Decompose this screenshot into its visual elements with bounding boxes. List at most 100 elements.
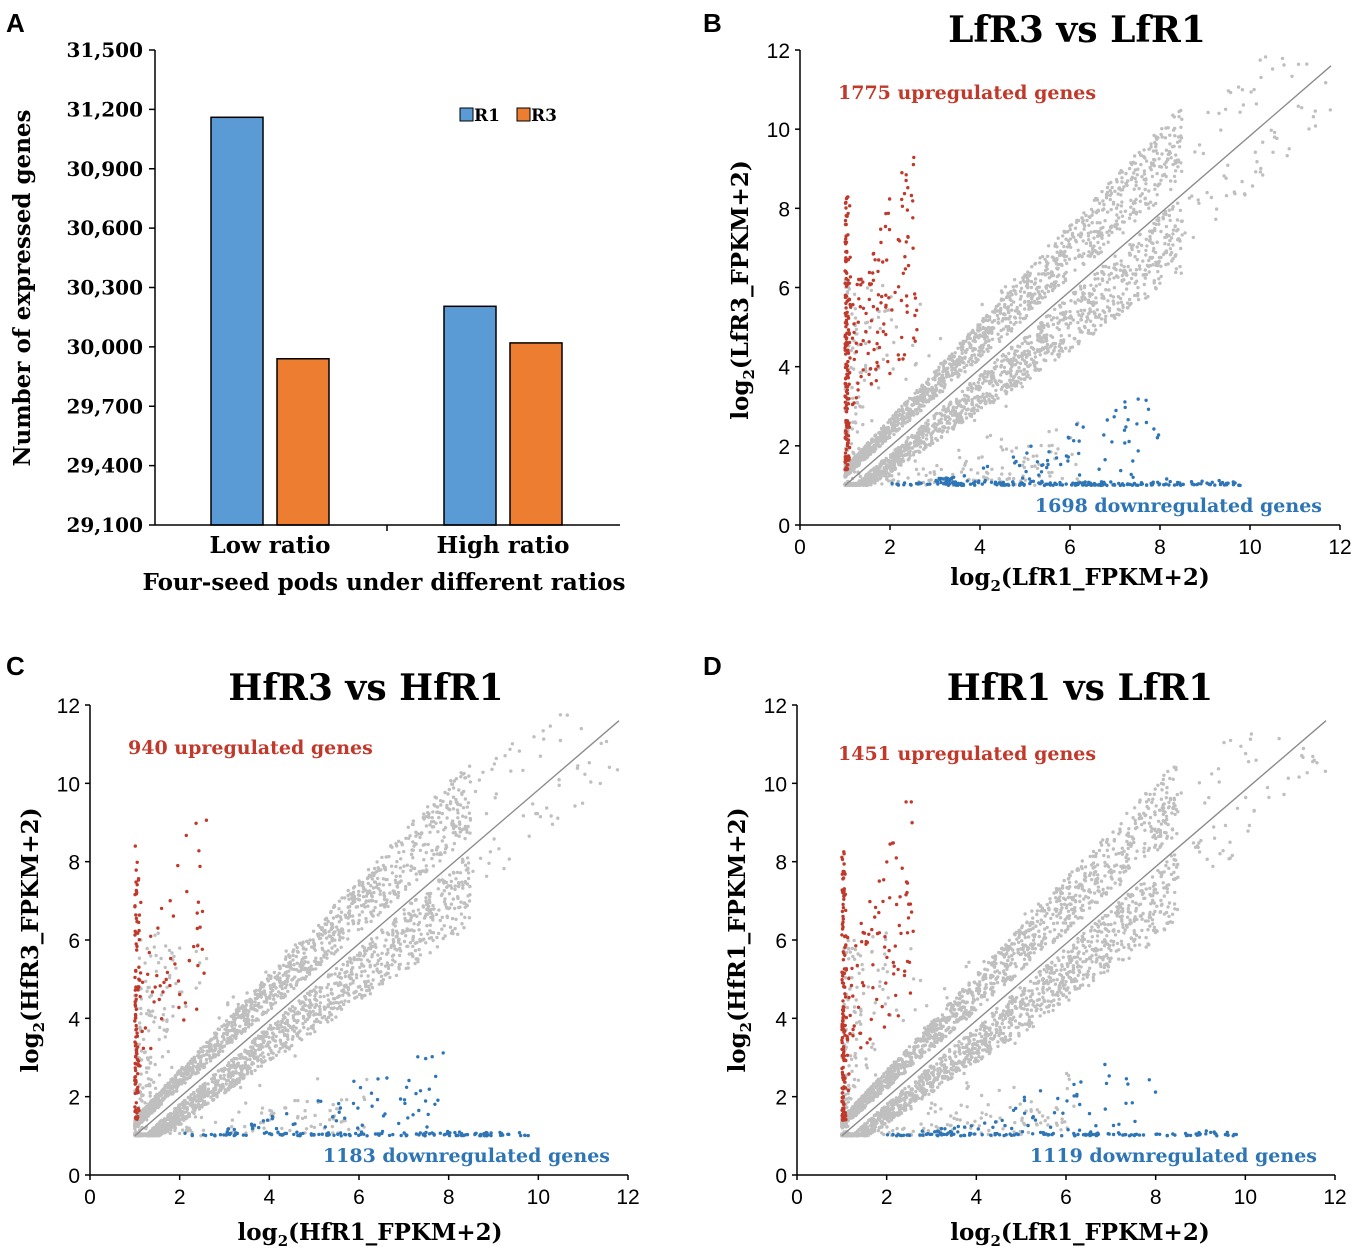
gene-point xyxy=(981,319,985,324)
gene-point xyxy=(331,916,336,920)
panel-label-a: A xyxy=(6,8,25,38)
gene-point xyxy=(981,373,985,377)
gene-point xyxy=(447,787,451,792)
gene-point xyxy=(1049,318,1054,322)
gene-point xyxy=(408,941,413,945)
gene-point xyxy=(845,290,850,294)
gene-point xyxy=(1023,362,1028,366)
gene-point xyxy=(865,286,870,290)
gene-point xyxy=(938,376,942,381)
gene-point xyxy=(1069,299,1073,303)
gene-point xyxy=(1135,257,1140,262)
upregulated-gene-point xyxy=(902,191,907,196)
gene-point xyxy=(1136,285,1140,290)
gene-point xyxy=(317,936,322,941)
gene-point xyxy=(1170,207,1175,211)
upregulated-gene-point xyxy=(884,332,888,337)
gene-point xyxy=(1115,180,1119,184)
gene-point xyxy=(942,379,946,383)
gene-point xyxy=(1135,173,1140,177)
gene-point xyxy=(1023,316,1028,320)
gene-point xyxy=(913,459,917,463)
gene-point xyxy=(933,428,937,432)
gene-point xyxy=(928,394,932,398)
gene-point xyxy=(1064,237,1068,241)
gene-point xyxy=(924,473,928,478)
gene-point xyxy=(964,339,968,343)
gene-point xyxy=(1105,185,1110,190)
gene-point xyxy=(365,958,370,962)
upregulated-gene-point xyxy=(847,445,852,450)
gene-point xyxy=(957,420,961,424)
legend-label-r3: R3 xyxy=(531,106,557,126)
gene-point xyxy=(1104,314,1108,318)
upregulated-gene-point xyxy=(879,227,883,231)
gene-point xyxy=(378,889,382,893)
gene-point xyxy=(1094,211,1099,215)
gene-point xyxy=(1109,271,1114,276)
gene-point xyxy=(893,458,897,462)
gene-point xyxy=(1143,187,1147,192)
gene-point xyxy=(1000,385,1004,389)
upregulated-gene-point xyxy=(844,311,848,315)
gene-point xyxy=(1042,333,1046,338)
upregulated-gene-point xyxy=(875,360,879,365)
gene-point xyxy=(1031,454,1036,458)
gene-point xyxy=(1223,107,1228,112)
gene-point xyxy=(1209,195,1214,200)
bar-r3-low xyxy=(276,358,330,526)
downregulated-gene-point xyxy=(1238,483,1242,488)
upregulated-gene-point xyxy=(844,294,849,298)
gene-point xyxy=(897,417,901,421)
gene-point xyxy=(1153,187,1157,191)
gene-point xyxy=(334,925,339,929)
gene-point xyxy=(906,399,910,403)
gene-point xyxy=(390,871,395,875)
gene-point xyxy=(354,973,359,977)
gene-point xyxy=(1109,313,1114,318)
gene-point xyxy=(939,435,944,440)
downregulated-gene-point xyxy=(962,474,966,478)
gene-point xyxy=(1157,277,1161,281)
gene-point xyxy=(932,414,936,418)
gene-point xyxy=(867,444,872,449)
gene-point xyxy=(1084,320,1088,324)
gene-point xyxy=(1144,253,1148,257)
gene-point xyxy=(1152,279,1157,283)
panel-label-c: C xyxy=(6,651,25,681)
gene-point xyxy=(1236,85,1241,89)
gene-point xyxy=(882,424,886,428)
gene-point xyxy=(468,884,472,889)
gene-point xyxy=(913,398,918,402)
gene-point xyxy=(368,992,373,996)
gene-point xyxy=(1045,333,1049,337)
gene-point xyxy=(1254,170,1258,174)
gene-point xyxy=(426,842,430,847)
gene-point xyxy=(924,400,928,404)
gene-point xyxy=(405,944,409,949)
gene-point xyxy=(952,424,956,428)
b-x-tick-label: 8 xyxy=(1154,536,1166,559)
downregulated-gene-point xyxy=(934,478,938,483)
gene-point xyxy=(1084,241,1089,246)
gene-point xyxy=(1133,176,1137,181)
gene-point xyxy=(864,481,869,486)
gene-point xyxy=(1106,299,1110,303)
gene-point xyxy=(318,995,322,999)
gene-point xyxy=(980,455,984,459)
gene-point xyxy=(1015,308,1019,312)
gene-point xyxy=(972,418,977,423)
gene-point xyxy=(348,904,352,909)
upregulated-gene-point xyxy=(906,263,911,268)
gene-point xyxy=(1111,299,1115,303)
gene-point xyxy=(1147,147,1151,151)
gene-point xyxy=(418,953,423,957)
gene-point xyxy=(428,951,432,955)
gene-point xyxy=(948,401,952,405)
gene-point xyxy=(906,436,910,440)
downregulated-gene-point xyxy=(1119,468,1123,473)
gene-point xyxy=(1074,462,1078,467)
upregulated-gene-point xyxy=(912,336,916,340)
b-x-tick-label: 0 xyxy=(794,536,806,559)
